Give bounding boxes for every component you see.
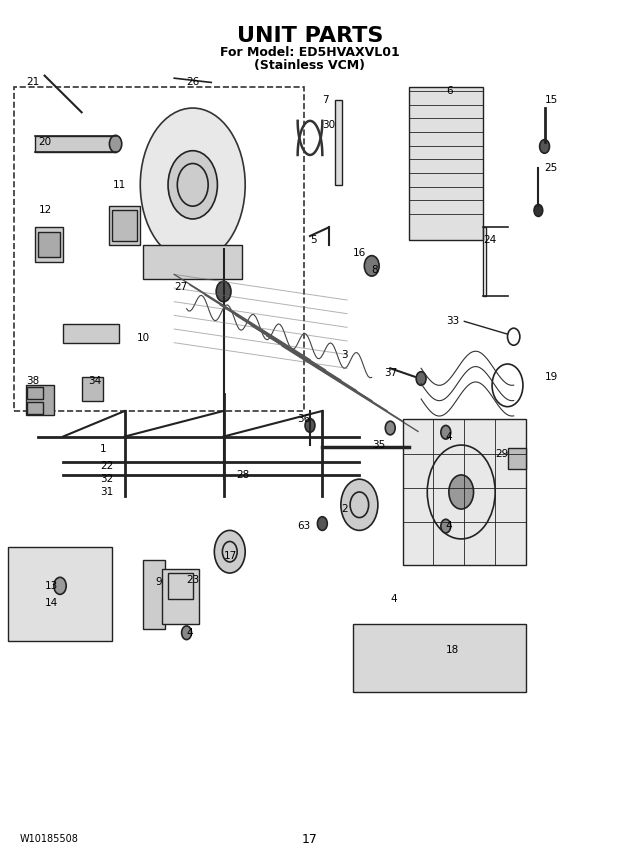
Text: 27: 27 <box>174 282 187 292</box>
Text: 17: 17 <box>224 551 237 561</box>
Circle shape <box>441 425 451 439</box>
Text: 18: 18 <box>446 645 459 655</box>
Text: 7: 7 <box>322 94 329 104</box>
Text: 16: 16 <box>353 248 366 259</box>
Text: 4: 4 <box>446 431 453 442</box>
Text: 10: 10 <box>137 333 150 343</box>
Text: 19: 19 <box>544 372 558 382</box>
Text: 2: 2 <box>341 504 347 514</box>
Text: 23: 23 <box>187 575 200 585</box>
Text: 9: 9 <box>156 577 162 586</box>
Text: 17: 17 <box>302 833 318 846</box>
Text: 34: 34 <box>88 376 101 386</box>
Bar <box>82 377 104 401</box>
Text: 1: 1 <box>100 444 107 455</box>
Circle shape <box>416 372 426 385</box>
Text: 28: 28 <box>236 470 249 480</box>
Circle shape <box>534 205 542 217</box>
Circle shape <box>54 577 66 594</box>
Bar <box>27 402 43 414</box>
Text: 31: 31 <box>100 487 113 497</box>
Circle shape <box>441 520 451 533</box>
Bar <box>38 232 60 258</box>
Circle shape <box>168 151 218 219</box>
Text: 24: 24 <box>483 235 496 246</box>
Bar <box>35 228 63 262</box>
Bar <box>483 228 486 296</box>
Circle shape <box>305 419 315 432</box>
Bar <box>109 206 140 245</box>
Circle shape <box>215 531 245 573</box>
Bar <box>508 448 526 469</box>
Bar <box>26 385 54 415</box>
Bar <box>143 245 242 279</box>
Circle shape <box>449 475 474 509</box>
Bar <box>63 324 118 342</box>
Text: 4: 4 <box>187 627 193 638</box>
Circle shape <box>341 479 378 531</box>
Text: 6: 6 <box>446 86 453 96</box>
Circle shape <box>539 140 549 153</box>
Bar <box>353 624 526 693</box>
Text: W10185508: W10185508 <box>20 835 79 844</box>
Bar <box>143 560 165 628</box>
Text: 38: 38 <box>26 376 39 386</box>
Text: 13: 13 <box>45 581 58 591</box>
Text: 33: 33 <box>446 317 459 326</box>
Text: 5: 5 <box>310 235 317 246</box>
Text: 21: 21 <box>26 77 39 87</box>
Text: 4: 4 <box>390 594 397 603</box>
Text: 8: 8 <box>372 265 378 275</box>
Circle shape <box>317 517 327 531</box>
Text: 12: 12 <box>38 205 51 216</box>
Bar <box>402 419 526 564</box>
Text: UNIT PARTS: UNIT PARTS <box>237 26 383 45</box>
Bar <box>409 86 483 241</box>
Circle shape <box>385 421 395 435</box>
Text: 22: 22 <box>100 461 113 472</box>
Text: 15: 15 <box>544 94 558 104</box>
Bar <box>168 573 193 598</box>
Ellipse shape <box>140 108 245 262</box>
Bar <box>335 99 342 185</box>
Bar <box>27 387 43 399</box>
Circle shape <box>182 626 192 639</box>
Text: 14: 14 <box>45 597 58 608</box>
Text: (Stainless VCM): (Stainless VCM) <box>254 59 366 72</box>
Bar <box>112 210 137 241</box>
Text: 3: 3 <box>341 350 347 360</box>
Text: 30: 30 <box>322 120 335 130</box>
Bar <box>14 86 304 411</box>
Text: 4: 4 <box>446 521 453 531</box>
Text: 36: 36 <box>298 414 311 425</box>
Text: For Model: ED5HVAXVL01: For Model: ED5HVAXVL01 <box>220 46 400 59</box>
Text: 32: 32 <box>100 474 113 484</box>
Bar <box>162 568 199 624</box>
Text: 20: 20 <box>38 137 51 147</box>
Circle shape <box>365 256 379 276</box>
Bar <box>35 136 115 152</box>
Text: 26: 26 <box>187 77 200 87</box>
Bar <box>7 548 112 641</box>
Text: 25: 25 <box>544 163 558 173</box>
Circle shape <box>109 135 122 152</box>
Text: 63: 63 <box>298 521 311 531</box>
Circle shape <box>216 282 231 301</box>
Text: 35: 35 <box>372 440 385 450</box>
Text: 11: 11 <box>112 180 126 190</box>
Text: 29: 29 <box>495 449 508 459</box>
Text: 37: 37 <box>384 367 397 377</box>
